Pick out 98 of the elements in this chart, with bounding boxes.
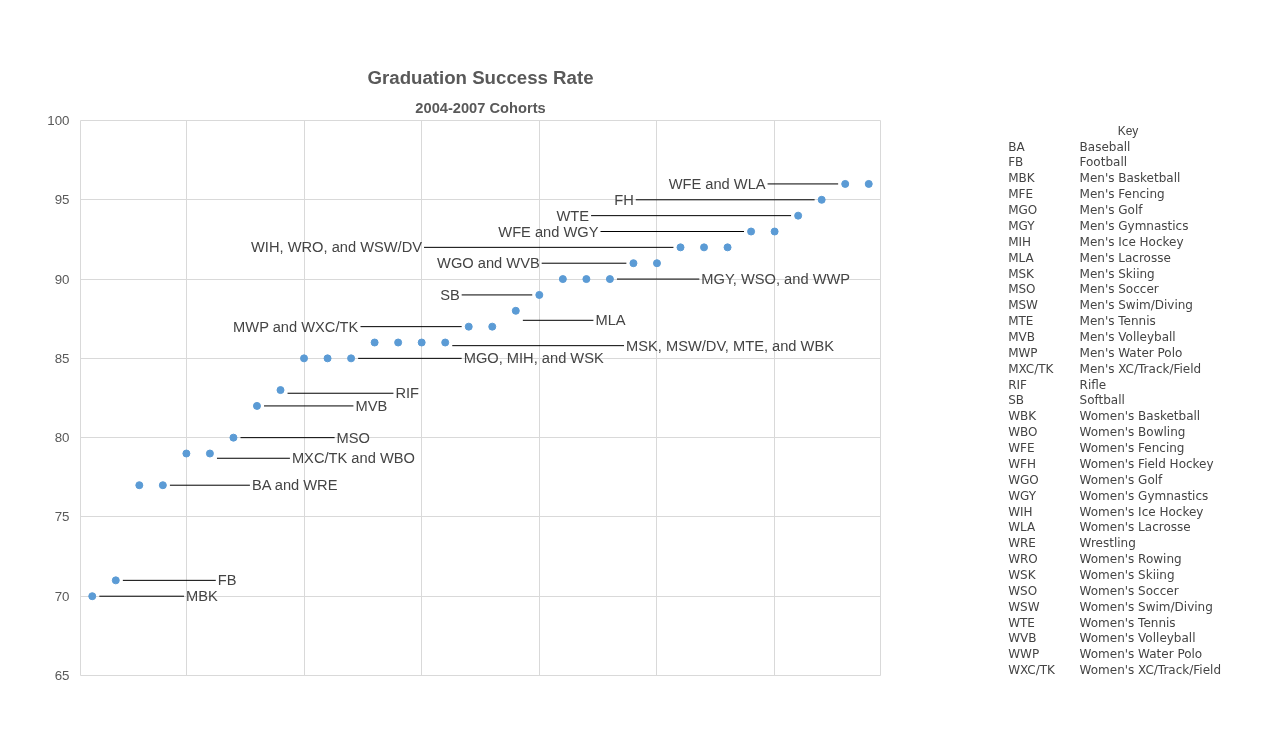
text: WSO Women's Soccer xyxy=(1008,583,1179,598)
point xyxy=(652,259,661,268)
annotation: MSK, MSW/DV, MTE, and WBK xyxy=(626,337,835,354)
y-tick-label: 90 xyxy=(54,271,70,287)
annotation: RIF xyxy=(395,385,420,402)
annotation: WTE xyxy=(556,207,590,224)
annotation: MGY, WSO, and WWP xyxy=(701,271,851,288)
text: WTE Women's Tennis xyxy=(1008,615,1176,630)
point xyxy=(252,401,261,410)
point xyxy=(511,306,520,315)
annotation: FH xyxy=(614,191,634,208)
text: WGY Women's Gymnastics xyxy=(1008,488,1209,503)
annotation: BA and WRE xyxy=(251,477,338,494)
point xyxy=(205,449,214,458)
point xyxy=(582,275,591,284)
annotation: MSO xyxy=(336,429,371,446)
text: WGO Women's Golf xyxy=(1008,472,1163,487)
annotation: MGO, MIH, and WSK xyxy=(463,350,604,367)
text: MWP Men's Water Polo xyxy=(1008,345,1183,360)
annotation: MXC/TK and WBO xyxy=(291,450,415,467)
annotation: MBK xyxy=(186,588,219,605)
text: MXC/TK Men's XC/Track/Field xyxy=(1008,361,1202,376)
text: WBO Women's Bowling xyxy=(1008,425,1186,440)
text: BA Baseball xyxy=(1008,139,1131,154)
point xyxy=(747,227,756,236)
text: MGY Men's Gymnastics xyxy=(1008,218,1189,233)
text: MBK Men's Basketball xyxy=(1008,171,1181,186)
point xyxy=(676,243,685,252)
point xyxy=(464,322,473,331)
point xyxy=(135,481,144,490)
point xyxy=(88,592,97,601)
text: MFE Men's Fencing xyxy=(1008,187,1165,202)
text: WSK Women's Skiing xyxy=(1008,568,1175,582)
point xyxy=(841,179,850,188)
annotation: SB xyxy=(440,286,460,303)
point xyxy=(347,354,356,363)
annotation: MLA xyxy=(595,312,626,329)
point xyxy=(441,338,450,347)
text: RIF Rifle xyxy=(1008,377,1107,392)
text: MIH Men's Ice Hockey xyxy=(1008,234,1184,249)
annotation: MVB xyxy=(355,397,388,414)
point xyxy=(300,354,309,363)
point xyxy=(794,211,803,220)
point xyxy=(182,449,191,458)
text: WXC/TK Women's XC/Track/Field xyxy=(1008,663,1222,678)
y-tick-label: 70 xyxy=(54,588,70,604)
y-tick-label: 75 xyxy=(54,509,70,525)
point xyxy=(323,354,332,363)
annotation: WFE and WGY xyxy=(498,223,599,240)
text: WSW Women's Swim/Diving xyxy=(1008,599,1213,614)
annotation: FB xyxy=(217,572,237,589)
text: WIH Women's Ice Hockey xyxy=(1008,504,1204,519)
point xyxy=(770,227,779,236)
text: FB Football xyxy=(1008,155,1128,170)
point xyxy=(864,179,873,188)
chart-subtitle: 2004-2007 Cohorts xyxy=(415,99,546,116)
y-tick-label: 80 xyxy=(54,430,70,446)
text: WFE Women's Fencing xyxy=(1008,441,1185,456)
point xyxy=(229,433,238,442)
y-tick-label: 65 xyxy=(54,668,70,683)
point xyxy=(158,481,167,490)
y-tick-label: 95 xyxy=(54,192,70,208)
annotation: WIH, WRO, and WSW/DV xyxy=(251,239,423,256)
text: MSO Men's Soccer xyxy=(1008,282,1159,297)
point xyxy=(276,386,285,395)
text: WBK Women's Basketball xyxy=(1008,409,1201,424)
point xyxy=(111,576,120,585)
point xyxy=(700,243,709,252)
point xyxy=(394,338,403,347)
text: MLA Men's Lacrosse xyxy=(1008,250,1171,265)
point xyxy=(605,275,614,284)
point xyxy=(558,275,567,284)
point xyxy=(417,338,426,347)
text: SB Softball xyxy=(1008,393,1125,408)
text: WLA Women's Lacrosse xyxy=(1008,520,1191,535)
point xyxy=(488,322,497,331)
text: WFH Women's Field Hockey xyxy=(1008,456,1214,471)
point xyxy=(370,338,379,347)
text: WWP Women's Water Polo xyxy=(1008,647,1203,662)
text: WVB Women's Volleyball xyxy=(1008,631,1196,646)
text: MVB Men's Volleyball xyxy=(1008,329,1176,344)
text: WRE Wrestling xyxy=(1008,536,1136,551)
annotation: MWP and WXC/TK xyxy=(233,318,359,335)
annotation: WFE and WLA xyxy=(668,175,766,192)
chart-title: Graduation Success Rate xyxy=(367,66,594,88)
text: MTE Men's Tennis xyxy=(1008,314,1156,329)
point xyxy=(535,290,544,299)
point xyxy=(723,243,732,252)
y-tick-label: 85 xyxy=(54,350,70,366)
text: WRO Women's Rowing xyxy=(1008,552,1182,567)
y-tick-label: 100 xyxy=(47,113,70,128)
point xyxy=(817,195,826,204)
text: MSK Men's Skiing xyxy=(1008,266,1155,281)
text: MGO Men's Golf xyxy=(1008,203,1143,218)
point xyxy=(629,259,638,268)
text: Key xyxy=(1117,124,1139,139)
annotation: WGO and WVB xyxy=(437,255,540,272)
text: MSW Men's Swim/Diving xyxy=(1008,298,1193,313)
